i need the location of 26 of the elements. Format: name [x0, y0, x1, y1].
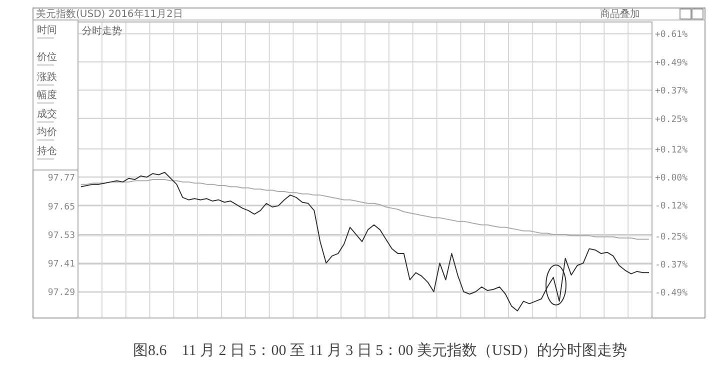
text: 成交: [37, 108, 57, 120]
y2-tick-label: -0.12%: [655, 202, 688, 212]
y2-tick-label: -0.25%: [655, 232, 688, 242]
y2-tick-label: +0.61%: [655, 30, 688, 40]
y2-tick-label: +0.25%: [655, 114, 688, 125]
y-tick-label: 97.53: [48, 230, 75, 241]
y-tick-label: 97.77: [48, 174, 75, 184]
text: 涨跌: [37, 71, 57, 83]
text: 价位: [36, 51, 57, 63]
y2-tick-label: +0.49%: [655, 58, 688, 68]
chart-title: 美元指数(USD) 2016年11月2日: [36, 8, 183, 20]
text: 商品叠加: [600, 8, 640, 20]
y2-tick-label: -0.49%: [655, 288, 688, 299]
y2-tick-label: +0.00%: [655, 174, 688, 184]
text: 均价: [36, 126, 57, 138]
y-tick-label: 97.41: [48, 260, 75, 270]
y2-tick-label: +0.12%: [655, 145, 688, 156]
y-tick-label: 97.65: [48, 202, 75, 212]
text: 持仓: [37, 145, 57, 157]
y2-tick-label: +0.37%: [655, 86, 688, 97]
text: 时间: [37, 24, 57, 36]
text: 幅度: [37, 89, 57, 101]
y-tick-label: 97.29: [48, 288, 75, 298]
caption: 图8.6 11 月 2 日 5：00 至 11 月 3 日 5：00 美元指数（USD）的分时图走势: [133, 342, 627, 359]
text: 分时走势: [82, 25, 122, 37]
y2-tick-label: -0.37%: [655, 260, 688, 270]
